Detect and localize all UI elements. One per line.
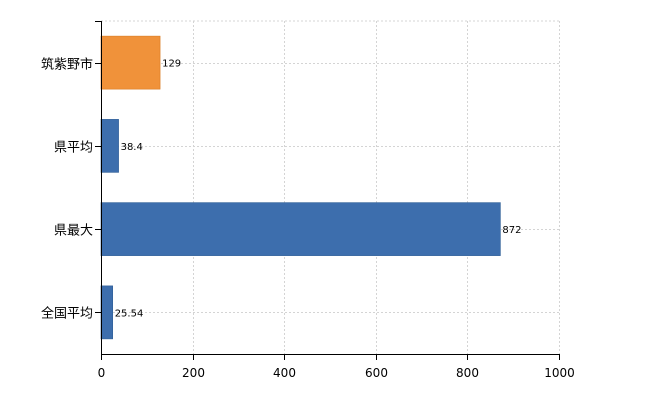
- x-tick-label-5: 1000: [544, 366, 575, 380]
- category-label-1: 県平均: [54, 141, 93, 156]
- x-tick-label-3: 600: [365, 366, 388, 380]
- bar-1: [100, 119, 119, 173]
- bar-0: [100, 35, 161, 90]
- axes: [95, 21, 560, 360]
- bars: [100, 35, 501, 340]
- bar-value-label-0: 129: [162, 59, 181, 70]
- labels: 129 38.4 872 25.54 0 200 400 600 800 1000 筑紫野市県平均県…: [41, 57, 575, 381]
- bar-value-label-3: 25.54: [115, 308, 144, 319]
- x-tick-label-2: 400: [273, 366, 296, 380]
- category-label-2: 県最大: [54, 224, 93, 239]
- x-tick-label-0: 0: [98, 366, 106, 380]
- category-label-0: 筑紫野市: [41, 57, 93, 73]
- bar-3: [100, 285, 113, 340]
- x-tick-label-1: 200: [182, 366, 205, 380]
- bar-value-label-1: 38.4: [121, 142, 143, 153]
- category-label-3: 全国平均: [41, 306, 93, 322]
- bar-value-label-2: 872: [502, 225, 521, 236]
- gridlines: [101, 20, 560, 354]
- x-tick-label-4: 800: [456, 366, 479, 380]
- bar-2: [100, 202, 501, 256]
